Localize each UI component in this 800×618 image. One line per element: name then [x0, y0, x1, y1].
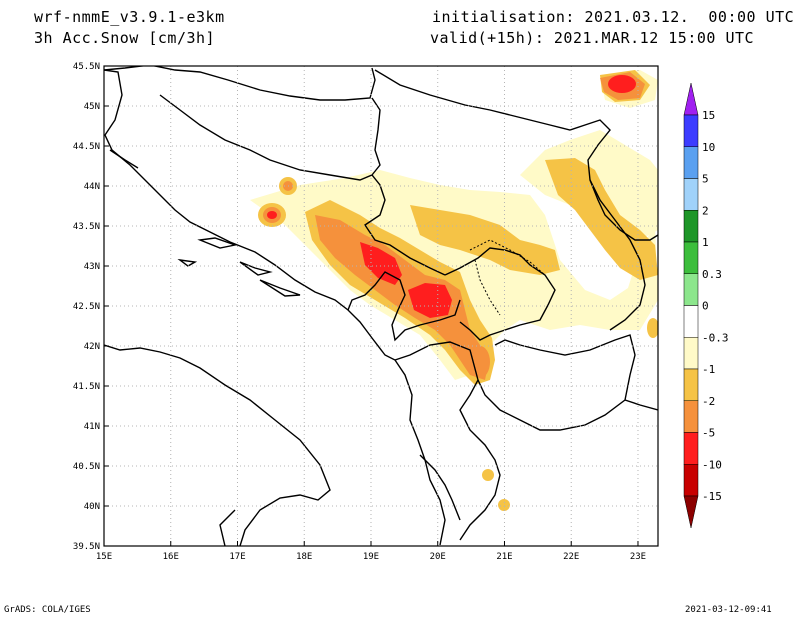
- lon-label: 23E: [630, 552, 646, 562]
- colorbar-label: -2: [702, 395, 715, 408]
- colorbar-swatch: [683, 241, 699, 274]
- colorbar-label: 10: [702, 141, 715, 154]
- colorbar: 15 10 5 2 1 0.3 0 -0.3 -1 -2 -5 -10 -15: [683, 82, 729, 529]
- colorbar-top-arrow: [683, 82, 699, 116]
- lon-label: 22E: [563, 552, 579, 562]
- field-title: 3h Acc.Snow [cm/3h]: [34, 29, 216, 47]
- snow-area-orange-1: [315, 215, 488, 380]
- lat-label: 42.5N: [73, 302, 100, 312]
- colorbar-label: -10: [702, 458, 722, 471]
- greece-coast: [419, 454, 461, 521]
- snow-area-yellow-3: [545, 158, 658, 280]
- map-frame: [103, 65, 659, 547]
- lat-label: 44.5N: [73, 142, 100, 152]
- italy-coast: [104, 344, 331, 546]
- colorbar-swatch: [683, 273, 699, 306]
- romania-border: [374, 69, 658, 241]
- latitude-labels: 39.5N 40N 40.5N 41N 41.5N 42N 42.5N 43N 43.5N 44N…: [73, 62, 100, 552]
- italy-heel: [219, 509, 236, 546]
- lat-label: 41N: [84, 422, 100, 432]
- lat-label: 44N: [84, 182, 100, 192]
- greece-bulgaria-border: [624, 399, 658, 411]
- macedonia-border: [477, 334, 636, 431]
- colorbar-swatch: [683, 400, 699, 433]
- croatia-islands-1: [197, 237, 238, 249]
- colorbar-label: 0: [702, 300, 709, 313]
- initialisation-time: initialisation: 2021.03.12. 00:00 UTC: [432, 8, 795, 26]
- colorbar-label: -1: [702, 363, 715, 376]
- colorbar-swatch: [683, 305, 699, 338]
- colorbar-swatch: [683, 210, 699, 243]
- colorbar-bottom-arrow: [683, 495, 699, 529]
- lon-label: 15E: [96, 552, 112, 562]
- lon-label: 20E: [430, 552, 446, 562]
- lat-label: 40.5N: [73, 462, 100, 472]
- croatia-border: [104, 66, 376, 101]
- colorbar-label: 0.3: [702, 268, 722, 281]
- colorbar-label: -15: [702, 490, 722, 503]
- colorbar-label: 2: [702, 204, 709, 217]
- graticule: [104, 66, 658, 546]
- lon-label: 18E: [296, 552, 312, 562]
- colorbar-swatch: [683, 337, 699, 370]
- footer-credit: GrADS: COLA/IGES: [4, 605, 91, 615]
- snow-spot-yellow-d: [498, 499, 510, 511]
- lat-label: 45.5N: [73, 62, 100, 72]
- footer-timestamp: 2021-03-12-09:41: [685, 605, 772, 615]
- lon-label: 21E: [496, 552, 512, 562]
- colorbar-swatch: [683, 432, 699, 465]
- serbia-bulgaria-border: [589, 179, 646, 331]
- lat-label: 43.5N: [73, 222, 100, 232]
- province-lines: [469, 239, 546, 316]
- lat-label: 41.5N: [73, 382, 100, 392]
- snow-area-red-1: [360, 242, 402, 285]
- serbia-border-west: [371, 97, 381, 176]
- colorbar-swatch: [683, 178, 699, 211]
- kosovo-border: [444, 247, 556, 341]
- colorbar-label: -0.3: [702, 331, 729, 344]
- croatia-islands-2: [239, 261, 273, 276]
- colorbar-swatch: [683, 368, 699, 401]
- lon-label: 16E: [163, 552, 179, 562]
- snow-spot-red-b: [267, 211, 277, 219]
- lat-label: 43N: [84, 262, 100, 272]
- colorbar-swatch: [683, 114, 699, 147]
- lon-label: 17E: [229, 552, 245, 562]
- colorbar-label: -5: [702, 427, 715, 440]
- colorbar-label: 15: [702, 109, 715, 122]
- lat-label: 45N: [84, 102, 100, 112]
- croatia-islands-5: [109, 149, 139, 169]
- snow-spot-red-a: [608, 75, 636, 93]
- colorbar-label: 5: [702, 173, 709, 186]
- lat-label: 39.5N: [73, 542, 100, 552]
- croatia-islands-4: [177, 258, 198, 267]
- valid-time: valid(+15h): 2021.MAR.12 15:00 UTC: [430, 29, 755, 47]
- snow-area-red-2: [408, 283, 452, 318]
- montenegro-border: [347, 271, 461, 342]
- model-title: wrf-nmmE_v3.9.1-e3km: [34, 8, 225, 26]
- province-line-1: [469, 239, 546, 276]
- lat-label: 42N: [84, 342, 100, 352]
- snow-spot-yellow-e: [647, 318, 658, 338]
- coastlines-borders: [104, 66, 658, 546]
- colorbar-label: 1: [702, 236, 709, 249]
- lat-label: 40N: [84, 502, 100, 512]
- colorbar-swatch: [683, 146, 699, 179]
- albania-border: [394, 341, 501, 541]
- colorbar-swatch: [683, 464, 699, 497]
- lon-label: 19E: [363, 552, 379, 562]
- longitude-labels: 15E 16E 17E 18E 19E 20E 21E 22E 23E: [96, 552, 646, 562]
- snow-spot-yellow-c: [482, 469, 494, 481]
- croatia-islands-3: [259, 279, 301, 297]
